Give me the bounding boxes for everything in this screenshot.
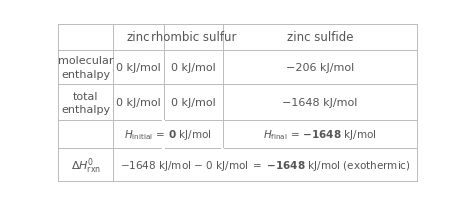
Text: $-1648$ kJ/mol $-$ $0$ kJ/mol $=$ $\mathbf{-1648}$ kJ/mol (exothermic): $-1648$ kJ/mol $-$ $0$ kJ/mol $=$ $\math… (120, 158, 411, 172)
Text: rhombic sulfur: rhombic sulfur (150, 31, 236, 44)
Text: $H_\mathrm{initial}$$\,=\,$$\mathbf{0}$ kJ/mol: $H_\mathrm{initial}$$\,=\,$$\mathbf{0}$ … (125, 128, 212, 141)
Text: 0 kJ/mol: 0 kJ/mol (171, 63, 216, 73)
Text: $\Delta H^0_\mathrm{rxn}$: $\Delta H^0_\mathrm{rxn}$ (71, 155, 101, 175)
Text: 0 kJ/mol: 0 kJ/mol (171, 98, 216, 108)
Text: −1648 kJ/mol: −1648 kJ/mol (282, 98, 357, 108)
Text: molecular
enthalpy: molecular enthalpy (58, 56, 113, 79)
Bar (163, 120, 165, 149)
Bar (163, 149, 165, 182)
Text: 0 kJ/mol: 0 kJ/mol (116, 98, 161, 108)
Bar (221, 149, 225, 182)
Text: zinc: zinc (127, 31, 150, 44)
Text: −206 kJ/mol: −206 kJ/mol (286, 63, 354, 73)
Text: total
enthalpy: total enthalpy (61, 91, 110, 114)
Text: $H_\mathrm{final}$$\,=\,$$\mathbf{-1648}$ kJ/mol: $H_\mathrm{final}$$\,=\,$$\mathbf{-1648}… (263, 128, 377, 141)
Text: zinc sulfide: zinc sulfide (287, 31, 353, 44)
Text: 0 kJ/mol: 0 kJ/mol (116, 63, 161, 73)
